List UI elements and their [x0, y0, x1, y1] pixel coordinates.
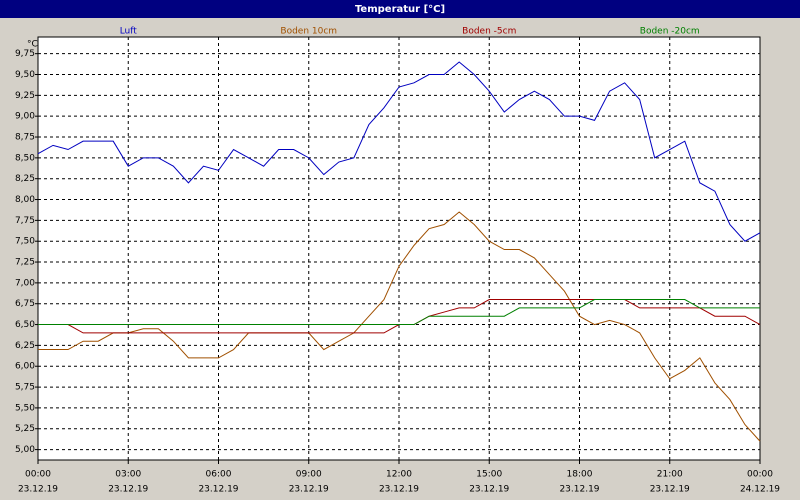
y-tick-label: 8,00 [15, 195, 35, 205]
y-tick-label: 8,25 [15, 174, 35, 184]
y-tick-label: 6,25 [15, 341, 35, 351]
x-tick-date: 23.12.19 [18, 485, 58, 495]
y-tick-label: 6,00 [15, 362, 35, 372]
x-tick-label: 12:00 [386, 470, 412, 480]
y-unit: °C [27, 40, 38, 50]
x-tick-label: 00:00 [747, 470, 773, 480]
x-tick-date: 23.12.19 [559, 485, 599, 495]
x-tick-label: 03:00 [115, 470, 141, 480]
y-tick-label: 9,25 [15, 91, 35, 101]
y-tick-label: 9,50 [15, 70, 35, 80]
x-tick-date: 23.12.19 [108, 485, 148, 495]
y-tick-label: 7,75 [15, 216, 35, 226]
series-line [38, 211, 761, 442]
y-tick-label: 6,50 [15, 320, 35, 330]
y-tick-label: 5,00 [15, 445, 35, 455]
y-tick-label: 5,75 [15, 383, 35, 393]
legend-label: Boden 10cm [280, 27, 337, 37]
x-tick-date: 23.12.19 [289, 485, 329, 495]
chart-title: Temperatur [°C] [355, 4, 445, 15]
y-tick-label: 5,50 [15, 403, 35, 413]
legend-label: Boden -5cm [462, 27, 516, 37]
y-tick-label: 8,50 [15, 153, 35, 163]
x-tick-label: 06:00 [206, 470, 232, 480]
x-tick-label: 00:00 [25, 470, 51, 480]
y-tick-label: 7,50 [15, 237, 35, 247]
y-tick-label: 6,75 [15, 299, 35, 309]
x-tick-label: 15:00 [476, 470, 502, 480]
x-tick-date: 24.12.19 [740, 485, 780, 495]
series-line [37, 61, 761, 242]
y-tick-label: 7,00 [15, 278, 35, 288]
x-tick-date: 23.12.19 [469, 485, 509, 495]
y-tick-label: 9,00 [15, 112, 35, 122]
x-tick-label: 18:00 [567, 470, 593, 480]
y-tick-label: 8,75 [15, 133, 35, 143]
x-tick-label: 09:00 [296, 470, 322, 480]
x-tick-date: 23.12.19 [650, 485, 690, 495]
y-tick-label: 7,25 [15, 258, 35, 268]
title-bar [0, 0, 800, 18]
legend-label: Luft [120, 27, 138, 37]
x-tick-label: 21:00 [657, 470, 683, 480]
y-tick-label: 5,25 [15, 424, 35, 434]
series-line [38, 299, 760, 326]
y-tick-label: 9,75 [15, 49, 35, 59]
x-tick-date: 23.12.19 [379, 485, 419, 495]
x-tick-date: 23.12.19 [198, 485, 238, 495]
legend-label: Boden -20cm [640, 27, 700, 37]
